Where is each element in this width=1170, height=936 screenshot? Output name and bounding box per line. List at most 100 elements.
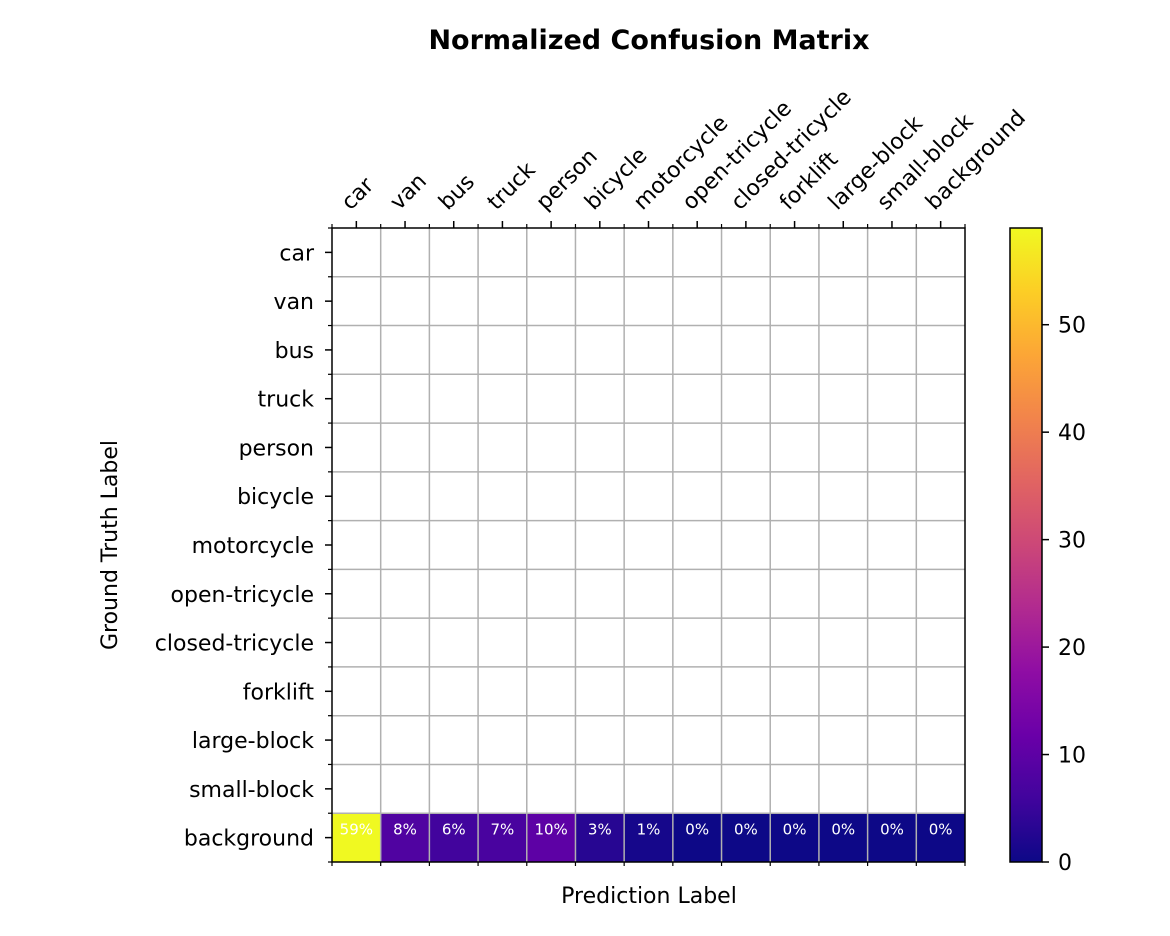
matrix-cell	[575, 471, 625, 521]
matrix-cell	[624, 618, 673, 667]
cell-value-label: 6%	[442, 821, 466, 839]
x-tick-label: truck	[483, 157, 541, 215]
matrix-cell	[380, 520, 430, 570]
matrix-cell	[429, 276, 479, 326]
matrix-cell	[478, 276, 527, 326]
matrix-cell	[916, 764, 965, 814]
matrix-cell	[624, 423, 673, 472]
matrix-cell	[624, 813, 673, 862]
matrix-cell	[624, 764, 673, 814]
matrix-cell	[332, 520, 381, 570]
matrix-cell	[478, 569, 527, 619]
matrix-cell	[721, 520, 771, 570]
matrix-cell	[478, 666, 527, 716]
matrix-cell	[916, 715, 965, 765]
matrix-cell	[916, 666, 965, 716]
cell-value-label: 0%	[685, 821, 709, 839]
matrix-cell	[867, 228, 917, 277]
matrix-cell	[672, 666, 722, 716]
colorbar-tick-label: 10	[1058, 744, 1086, 769]
y-tick-label: bus	[275, 339, 314, 364]
matrix-cell	[526, 813, 576, 862]
matrix-cell	[332, 813, 381, 862]
matrix-cell	[672, 520, 722, 570]
matrix-cell	[429, 813, 479, 862]
matrix-cell	[478, 764, 527, 814]
matrix-cell	[916, 569, 965, 619]
matrix-cell	[624, 228, 673, 277]
matrix-cell	[575, 423, 625, 472]
y-axis-label: Ground Truth Label	[98, 440, 123, 650]
matrix-cell	[380, 666, 430, 716]
matrix-cell	[867, 666, 917, 716]
matrix-cell	[380, 764, 430, 814]
matrix-cell	[818, 764, 868, 814]
matrix-cell	[478, 715, 527, 765]
matrix-cell	[867, 569, 917, 619]
matrix-cell	[672, 618, 722, 667]
y-tick-label: large-block	[192, 729, 314, 754]
matrix-cell	[721, 666, 771, 716]
colorbar-tick-label: 0	[1058, 851, 1072, 876]
x-tick-label: bus	[434, 170, 480, 216]
matrix-cell	[380, 618, 430, 667]
matrix-cell	[332, 471, 381, 521]
matrix-cell	[770, 618, 819, 667]
matrix-cell	[672, 471, 722, 521]
matrix-cell	[721, 276, 771, 326]
matrix-cell	[916, 618, 965, 667]
matrix-cell	[721, 325, 771, 375]
y-tick-label: car	[279, 241, 315, 266]
matrix-cell	[721, 813, 771, 862]
matrix-cell	[916, 228, 965, 277]
cell-value-label: 1%	[637, 821, 661, 839]
matrix-cell	[526, 715, 576, 765]
matrix-cell	[818, 666, 868, 716]
matrix-cell	[770, 276, 819, 326]
cell-value-label: 8%	[393, 821, 417, 839]
matrix-cell	[526, 569, 576, 619]
matrix-cell	[526, 666, 576, 716]
matrix-cell	[332, 666, 381, 716]
matrix-cell	[721, 618, 771, 667]
matrix-cell	[380, 276, 430, 326]
matrix-cell	[429, 618, 479, 667]
matrix-cell	[818, 276, 868, 326]
matrix-cell	[818, 471, 868, 521]
colorbar-tick-label: 30	[1058, 529, 1086, 554]
matrix-cell	[624, 715, 673, 765]
x-tick-label: van	[386, 169, 432, 215]
matrix-cell	[478, 228, 527, 277]
matrix-cell	[867, 618, 917, 667]
matrix-cell	[575, 569, 625, 619]
matrix-cell	[624, 276, 673, 326]
y-tick-label: small-block	[189, 778, 314, 803]
matrix-cell	[818, 325, 868, 375]
colorbar-tick-label: 20	[1058, 636, 1086, 661]
matrix-cell	[575, 764, 625, 814]
matrix-cell	[721, 228, 771, 277]
matrix-cell	[380, 228, 430, 277]
cell-value-label: 0%	[783, 821, 807, 839]
matrix-cell	[526, 374, 576, 424]
matrix-cell	[575, 618, 625, 667]
matrix-cell	[867, 423, 917, 472]
matrix-cell	[818, 618, 868, 667]
matrix-cell	[478, 423, 527, 472]
matrix-cell	[478, 471, 527, 521]
matrix-cell	[672, 764, 722, 814]
matrix-cell	[770, 764, 819, 814]
matrix-cell	[332, 228, 381, 277]
chart-title: Normalized Confusion Matrix	[428, 25, 869, 56]
y-tick-label: background	[184, 827, 314, 852]
matrix-cell	[867, 276, 917, 326]
matrix-cell	[916, 276, 965, 326]
matrix-cell	[526, 764, 576, 814]
matrix-cell	[380, 374, 430, 424]
matrix-cell	[867, 471, 917, 521]
matrix-cell	[672, 569, 722, 619]
matrix-cell	[332, 276, 381, 326]
matrix-cell	[672, 276, 722, 326]
matrix-cell	[380, 325, 430, 375]
matrix-cell	[770, 520, 819, 570]
